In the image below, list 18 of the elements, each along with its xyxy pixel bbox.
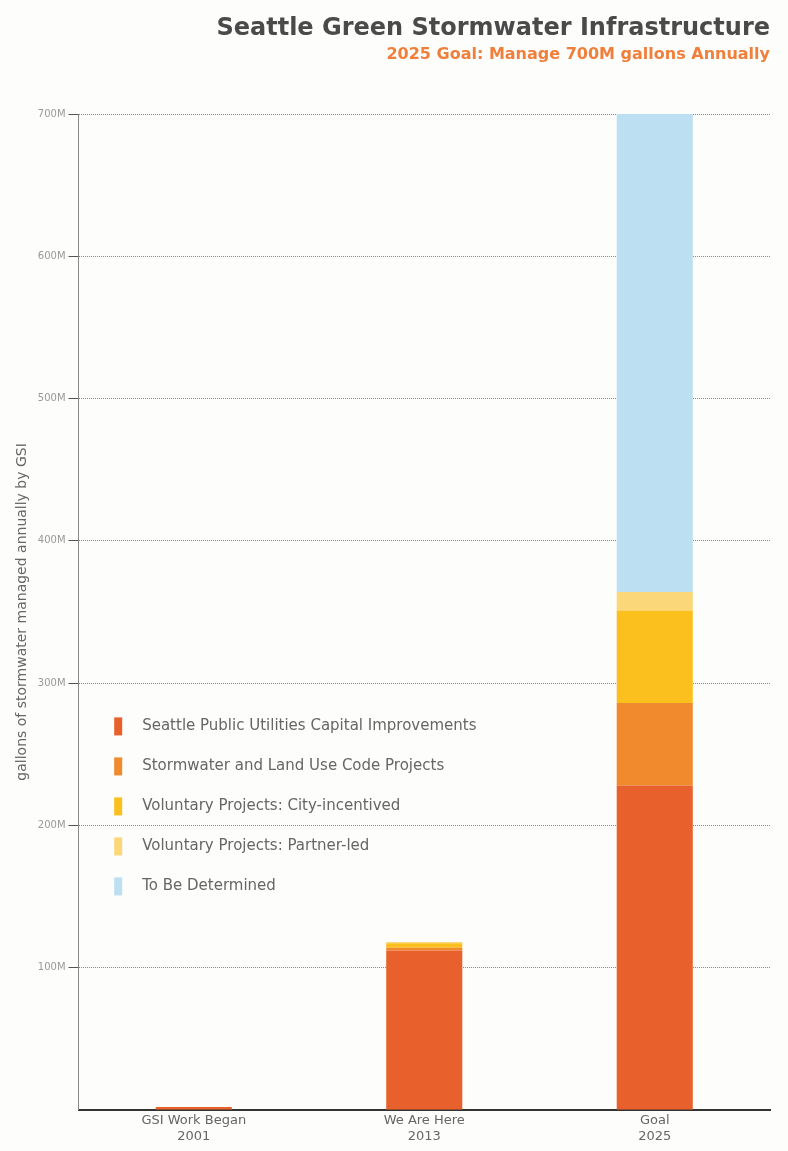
legend-label: Voluntary Projects: City-incentived <box>142 796 401 815</box>
chart-subtitle: 2025 Goal: Manage 700M gallons Annually <box>386 43 771 63</box>
x-tick-label: We Are Here 2013 <box>383 1111 465 1143</box>
y-tick-label: 600M <box>37 249 66 261</box>
legend-label: To Be Determined <box>141 876 276 895</box>
y-axis-title: gallons of stormwater managed annually by GSI <box>13 443 30 781</box>
legend-label: Seattle Public Utilities Capital Improvements <box>142 716 477 735</box>
y-tick-label: 400M <box>37 534 66 546</box>
y-tick-label: 200M <box>37 818 66 830</box>
y-tick-label: 500M <box>37 392 66 404</box>
chart-title: Seattle Green Stormwater Infrastructure <box>216 12 770 41</box>
x-tick-label: GSI Work Began 2001 <box>141 1111 247 1143</box>
legend-label: Voluntary Projects: Partner-led <box>142 836 370 855</box>
legend-label: Stormwater and Land Use Code Projects <box>142 756 445 775</box>
y-tick-label: 700M <box>37 107 66 119</box>
y-tick-label: 300M <box>37 676 66 688</box>
x-tick-label: Goal 2025 <box>638 1111 672 1143</box>
y-tick-label: 100M <box>37 961 66 973</box>
